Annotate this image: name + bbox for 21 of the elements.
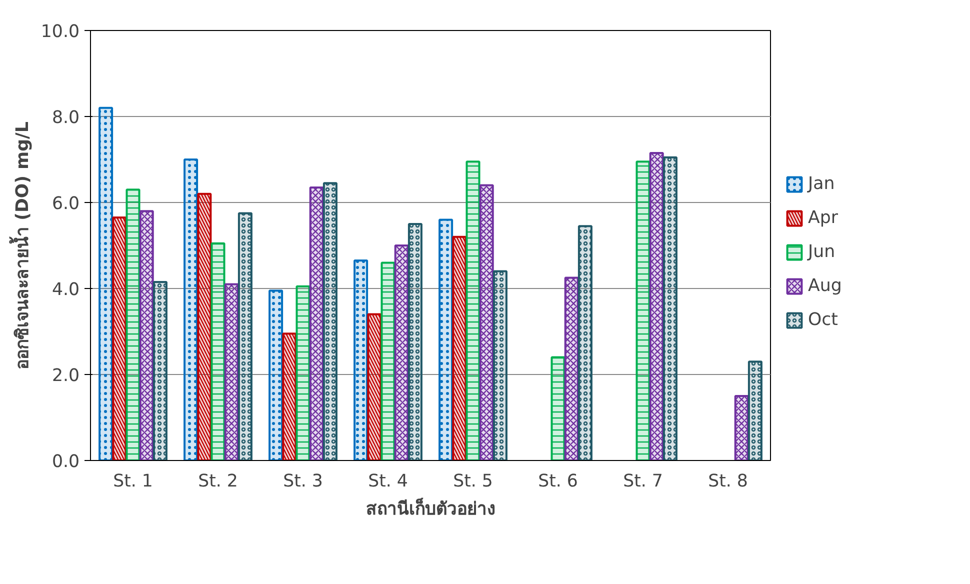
x-tick-label: St. 1	[113, 472, 153, 492]
legend-label: Apr	[808, 208, 838, 228]
legend-label: Oct	[808, 310, 838, 330]
legend-label: Aug	[808, 276, 842, 296]
legend-label: Jan	[808, 174, 835, 194]
y-tick-label: 10.0	[40, 22, 80, 42]
y-tick-label: 2.0	[52, 366, 80, 386]
x-tick-label: St. 2	[198, 472, 238, 492]
y-tick-label: 0.0	[52, 452, 80, 472]
x-tick-label: St. 5	[453, 472, 493, 492]
x-tick-label: St. 8	[708, 472, 748, 492]
y-tick-label: 6.0	[52, 194, 80, 214]
x-tick-label: St. 4	[368, 472, 408, 492]
x-tick-label: St. 6	[538, 472, 578, 492]
x-tick-label: St. 3	[283, 472, 323, 492]
y-axis-title: ออกซิเจนละลายน้ำ (DO) mg/L	[8, 122, 33, 370]
y-tick-label: 4.0	[52, 280, 80, 300]
x-axis-title: สถานีเก็บตัวอย่าง	[366, 496, 495, 520]
legend-label: Jun	[808, 242, 836, 262]
y-tick-label: 8.0	[52, 108, 80, 128]
x-tick-label: St. 7	[623, 472, 663, 492]
